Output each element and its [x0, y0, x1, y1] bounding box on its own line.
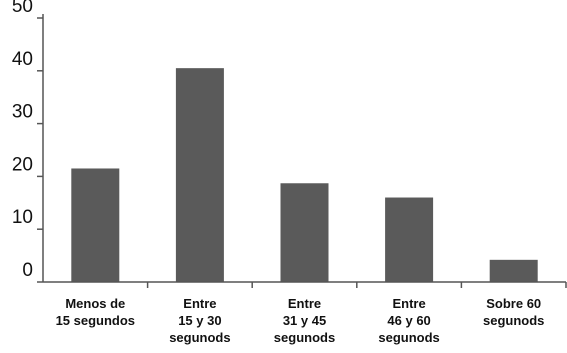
bar — [175, 68, 224, 282]
x-category-label-line: Menos de — [65, 296, 125, 311]
y-tick-label: 10 — [12, 207, 33, 228]
x-category-label-line: Entre — [288, 296, 321, 311]
bar — [489, 259, 538, 282]
bar — [385, 197, 434, 282]
x-category-label-line: Entre — [392, 296, 425, 311]
x-category-label: Menos de 15 segundos — [56, 296, 135, 328]
x-category-label: Entre 31 y 45 segunods — [274, 296, 335, 345]
x-category-label-line: segunods — [378, 330, 439, 345]
y-tick-label: 40 — [12, 49, 33, 70]
y-axis: 0 10 20 30 40 50 — [12, 0, 44, 283]
bars — [71, 68, 538, 282]
x-category-label: Entre 15 y 30 segunods — [169, 296, 230, 345]
x-category-label-line: segunods — [483, 313, 544, 328]
x-category-label-line: 46 y 60 — [387, 313, 430, 328]
bar — [280, 183, 329, 282]
y-tick-label: 20 — [12, 154, 33, 175]
x-category-label: Entre 46 y 60 segunods — [378, 296, 439, 345]
x-category-label-line: 31 y 45 — [283, 313, 326, 328]
y-tick-label: 50 — [12, 0, 33, 17]
x-category-label-line: segunods — [274, 330, 335, 345]
x-category-label-line: Entre — [183, 296, 216, 311]
bar — [71, 168, 120, 282]
y-tick-label: 0 — [22, 260, 33, 281]
x-category-label-line: 15 y 30 — [178, 313, 221, 328]
y-tick-label: 30 — [12, 102, 33, 123]
x-category-label-line: 15 segundos — [56, 313, 135, 328]
x-category-label-line: segunods — [169, 330, 230, 345]
x-category-label-line: Sobre 60 — [486, 296, 541, 311]
x-category-label: Sobre 60 segunods — [483, 296, 544, 328]
